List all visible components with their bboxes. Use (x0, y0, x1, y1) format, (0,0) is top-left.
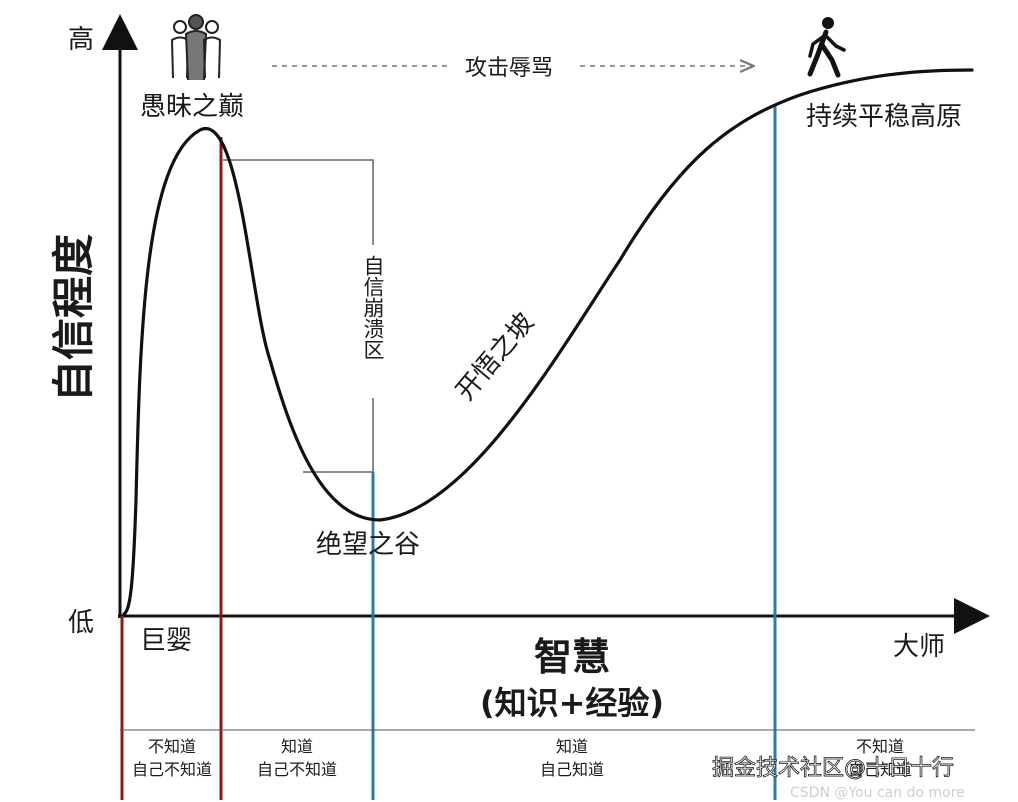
attack-label: 攻击辱骂 (465, 56, 553, 81)
x-left-label: 巨婴 (140, 626, 192, 656)
y-axis-title: 自信程度 (49, 234, 98, 402)
stage-4-line1: 不知道 (856, 737, 904, 756)
stage-2-line2: 自己不知道 (257, 760, 337, 779)
peak-label: 愚昧之巅 (140, 92, 244, 122)
stage-1-line2: 自己不知道 (132, 760, 212, 779)
valley-label: 绝望之谷 (316, 530, 420, 560)
csdn-watermark: CSDN @You can do more (790, 785, 965, 801)
crowd-icon (170, 14, 222, 81)
juejin-watermark: 掘金技术社区@十日十行 (712, 756, 954, 781)
stage-4-line2: 自己知道 (848, 760, 912, 779)
y-high-label: 高 (68, 25, 94, 55)
x-right-label: 大师 (893, 632, 945, 662)
collapse-zone-bracket-bottom (303, 398, 374, 473)
slope-label: 开悟之坡 (450, 308, 540, 407)
confidence-curve (122, 68, 974, 616)
plateau-label: 持续平稳高原 (806, 102, 962, 132)
y-low-label: 低 (68, 608, 94, 638)
stage-3-line1: 知道 (556, 737, 588, 756)
collapse-zone-label: 自信崩溃区 (361, 255, 385, 360)
walking-person-icon (807, 17, 846, 78)
stage-2-line1: 知道 (281, 737, 313, 756)
stage-1-line1: 不知道 (148, 737, 196, 756)
x-axis-subtitle: (知识+经验) (480, 684, 664, 722)
x-axis-title: 智慧 (534, 635, 610, 679)
stage-3-line2: 自己知道 (540, 760, 604, 779)
collapse-zone-bracket-top (223, 159, 374, 245)
